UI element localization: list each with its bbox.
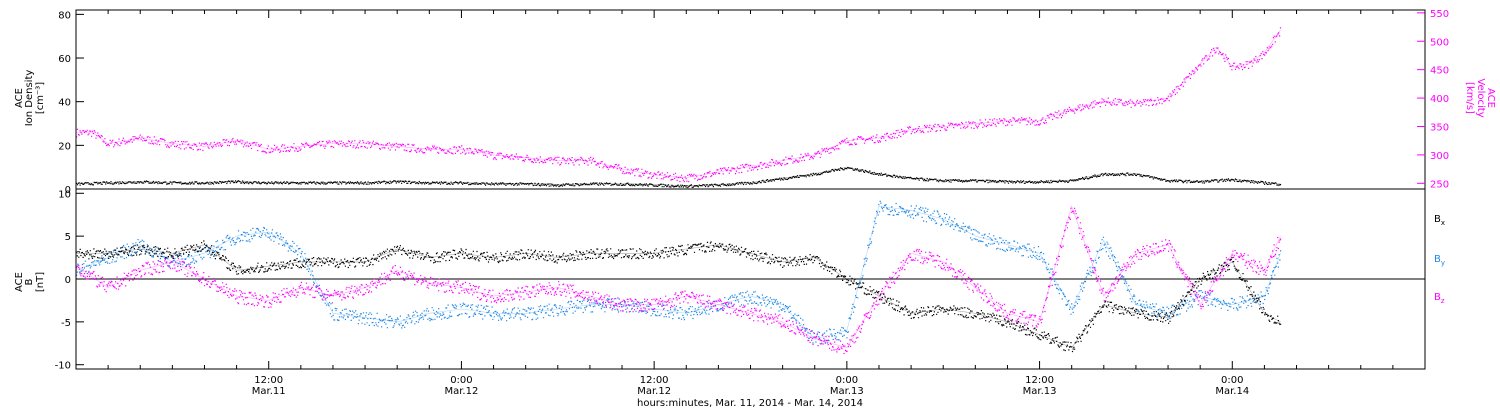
- time-label-1: 0:00: [450, 375, 472, 386]
- trace-bx: [76, 244, 1281, 348]
- legend-bx-base: B: [1434, 214, 1441, 225]
- velocity-tick-label-450: 450: [1430, 66, 1449, 77]
- velocity-axis-label-1: ACE: [1485, 88, 1496, 108]
- field-tick-label-0: 0: [65, 275, 71, 286]
- field-tick-label-5: 5: [65, 232, 71, 243]
- density-tick-label-80: 80: [58, 10, 71, 21]
- points-velocity: [76, 27, 1282, 183]
- velocity-tick-label-550: 550: [1430, 9, 1449, 20]
- axes: 0 20 40 60 80 250 300 350 400 450 500 550 -10 -5 0 5 10: [55, 9, 1449, 372]
- date-label-0: Mar.11: [252, 386, 286, 397]
- velocity-tick-label-500: 500: [1430, 37, 1449, 48]
- top-panel-data: [75, 27, 1282, 189]
- velocity-tick-label-350: 350: [1430, 122, 1449, 133]
- series-bz: [75, 205, 1282, 355]
- velocity-axis-label-3: [km/s]: [1464, 82, 1475, 114]
- density-tick-label-60: 60: [58, 54, 71, 65]
- trace-bz: [75, 205, 1281, 348]
- legend-bx: Bx: [1434, 214, 1445, 227]
- field-axis-label-3: [nT]: [35, 272, 46, 292]
- legend-bz: Bz: [1434, 292, 1445, 305]
- density-axis-label-3: [cm⁻³]: [35, 82, 46, 114]
- density-axis-label-2: Ion Density: [24, 70, 35, 127]
- date-label-3: Mar.13: [830, 386, 864, 397]
- legend-bx-sub: x: [1441, 219, 1445, 227]
- series-by: [75, 200, 1282, 345]
- series-velocity: [76, 27, 1282, 183]
- date-label-4: Mar.13: [1023, 386, 1057, 397]
- date-label-2: Mar.12: [637, 386, 671, 397]
- series-bx: [76, 240, 1282, 353]
- time-label-0: 12:00: [254, 375, 283, 386]
- field-tick-label--5: -5: [61, 318, 71, 329]
- bottom-panel-data: [75, 200, 1425, 355]
- legend-by-base: B: [1434, 254, 1441, 265]
- field-axis-label-1: ACE: [14, 272, 25, 292]
- legend-bz-sub: z: [1441, 297, 1445, 305]
- time-label-2: 12:00: [640, 375, 669, 386]
- legend-by: By: [1434, 254, 1445, 267]
- legend-bz-base: B: [1434, 292, 1441, 303]
- time-tick-labels: 12:00Mar.110:00Mar.1212:00Mar.120:00Mar.…: [252, 375, 1249, 397]
- date-label-1: Mar.12: [444, 386, 478, 397]
- time-label-4: 12:00: [1025, 375, 1054, 386]
- series-density: [75, 166, 1282, 189]
- field-axis-label-2: B: [24, 278, 35, 285]
- density-axis-label-1: ACE: [14, 88, 25, 108]
- velocity-tick-label-300: 300: [1430, 151, 1449, 162]
- x-axis-title: hours:minutes, Mar. 11, 2014 - Mar. 14, …: [637, 398, 863, 409]
- density-tick-label-40: 40: [58, 98, 71, 109]
- density-tick-label-0: 0: [65, 185, 71, 196]
- velocity-tick-label-250: 250: [1430, 179, 1449, 190]
- legend: Bx By Bz: [1434, 214, 1445, 305]
- field-tick-label-10: 10: [58, 189, 71, 200]
- time-label-5: 0:00: [1221, 375, 1243, 386]
- density-tick-label-20: 20: [58, 141, 71, 152]
- time-label-3: 0:00: [836, 375, 858, 386]
- velocity-tick-label-400: 400: [1430, 94, 1449, 105]
- field-tick-label--10: -10: [55, 361, 71, 372]
- date-label-5: Mar.14: [1215, 386, 1249, 397]
- velocity-axis-label-2: Velocity: [1475, 78, 1486, 117]
- legend-by-sub: y: [1441, 259, 1445, 267]
